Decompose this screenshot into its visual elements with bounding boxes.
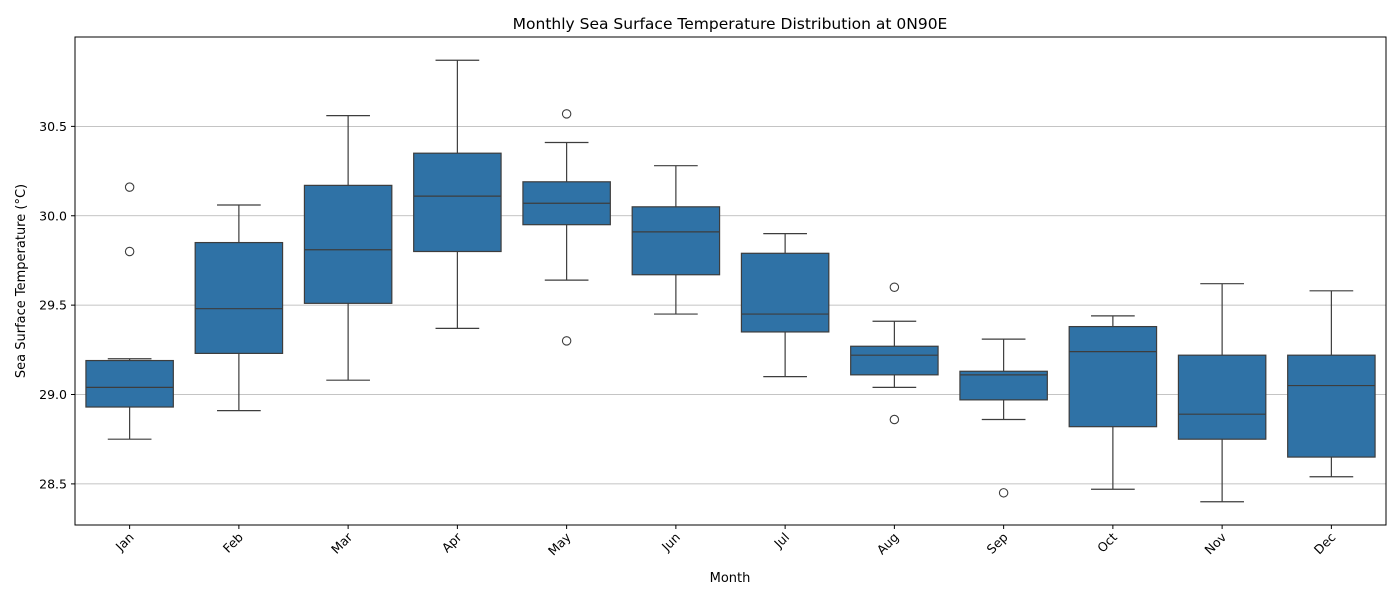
outlier-point — [561, 336, 572, 346]
outlier-point — [998, 488, 1009, 498]
y-tick-label: 28.5 — [39, 476, 67, 491]
iqr-box — [959, 370, 1048, 401]
box-aug — [850, 282, 939, 425]
iqr-box — [850, 345, 939, 376]
box-jun — [631, 165, 721, 315]
outlier-point — [889, 282, 900, 293]
chart-title: Monthly Sea Surface Temperature Distribu… — [513, 15, 948, 33]
outlier-point — [561, 109, 572, 119]
iqr-box — [631, 206, 721, 276]
outlier-point — [889, 414, 900, 425]
box-dec — [1287, 290, 1376, 478]
iqr-box — [740, 252, 830, 333]
box-apr — [413, 59, 502, 329]
y-tick-label: 30.0 — [39, 208, 67, 223]
outlier-point — [124, 182, 135, 192]
y-tick-label: 29.5 — [39, 298, 67, 313]
box-oct — [1068, 315, 1158, 490]
box-feb — [194, 204, 284, 412]
y-axis-label: Sea Surface Temperature (°C) — [14, 184, 29, 378]
box-mar — [303, 115, 393, 381]
iqr-box — [1068, 325, 1158, 428]
y-tick-label: 30.5 — [39, 119, 67, 134]
iqr-box — [1287, 354, 1376, 458]
box-sep — [959, 338, 1048, 498]
y-tick-label: 29.0 — [39, 387, 67, 402]
x-axis-label: Month — [710, 571, 751, 586]
iqr-box — [303, 184, 393, 304]
iqr-box — [85, 359, 174, 408]
box-jul — [740, 233, 830, 378]
outlier-point — [124, 246, 135, 257]
boxes — [85, 59, 1376, 503]
iqr-box — [1177, 354, 1267, 440]
y-axis-ticks: 28.5 29.0 29.5 30.0 30.5 — [39, 119, 75, 491]
gridlines — [75, 125, 1386, 485]
iqr-box — [413, 152, 502, 253]
box-nov — [1177, 283, 1267, 503]
box-jan — [85, 182, 174, 440]
box-may — [522, 109, 611, 346]
iqr-box — [194, 241, 284, 354]
plot-frame — [74, 36, 1387, 526]
